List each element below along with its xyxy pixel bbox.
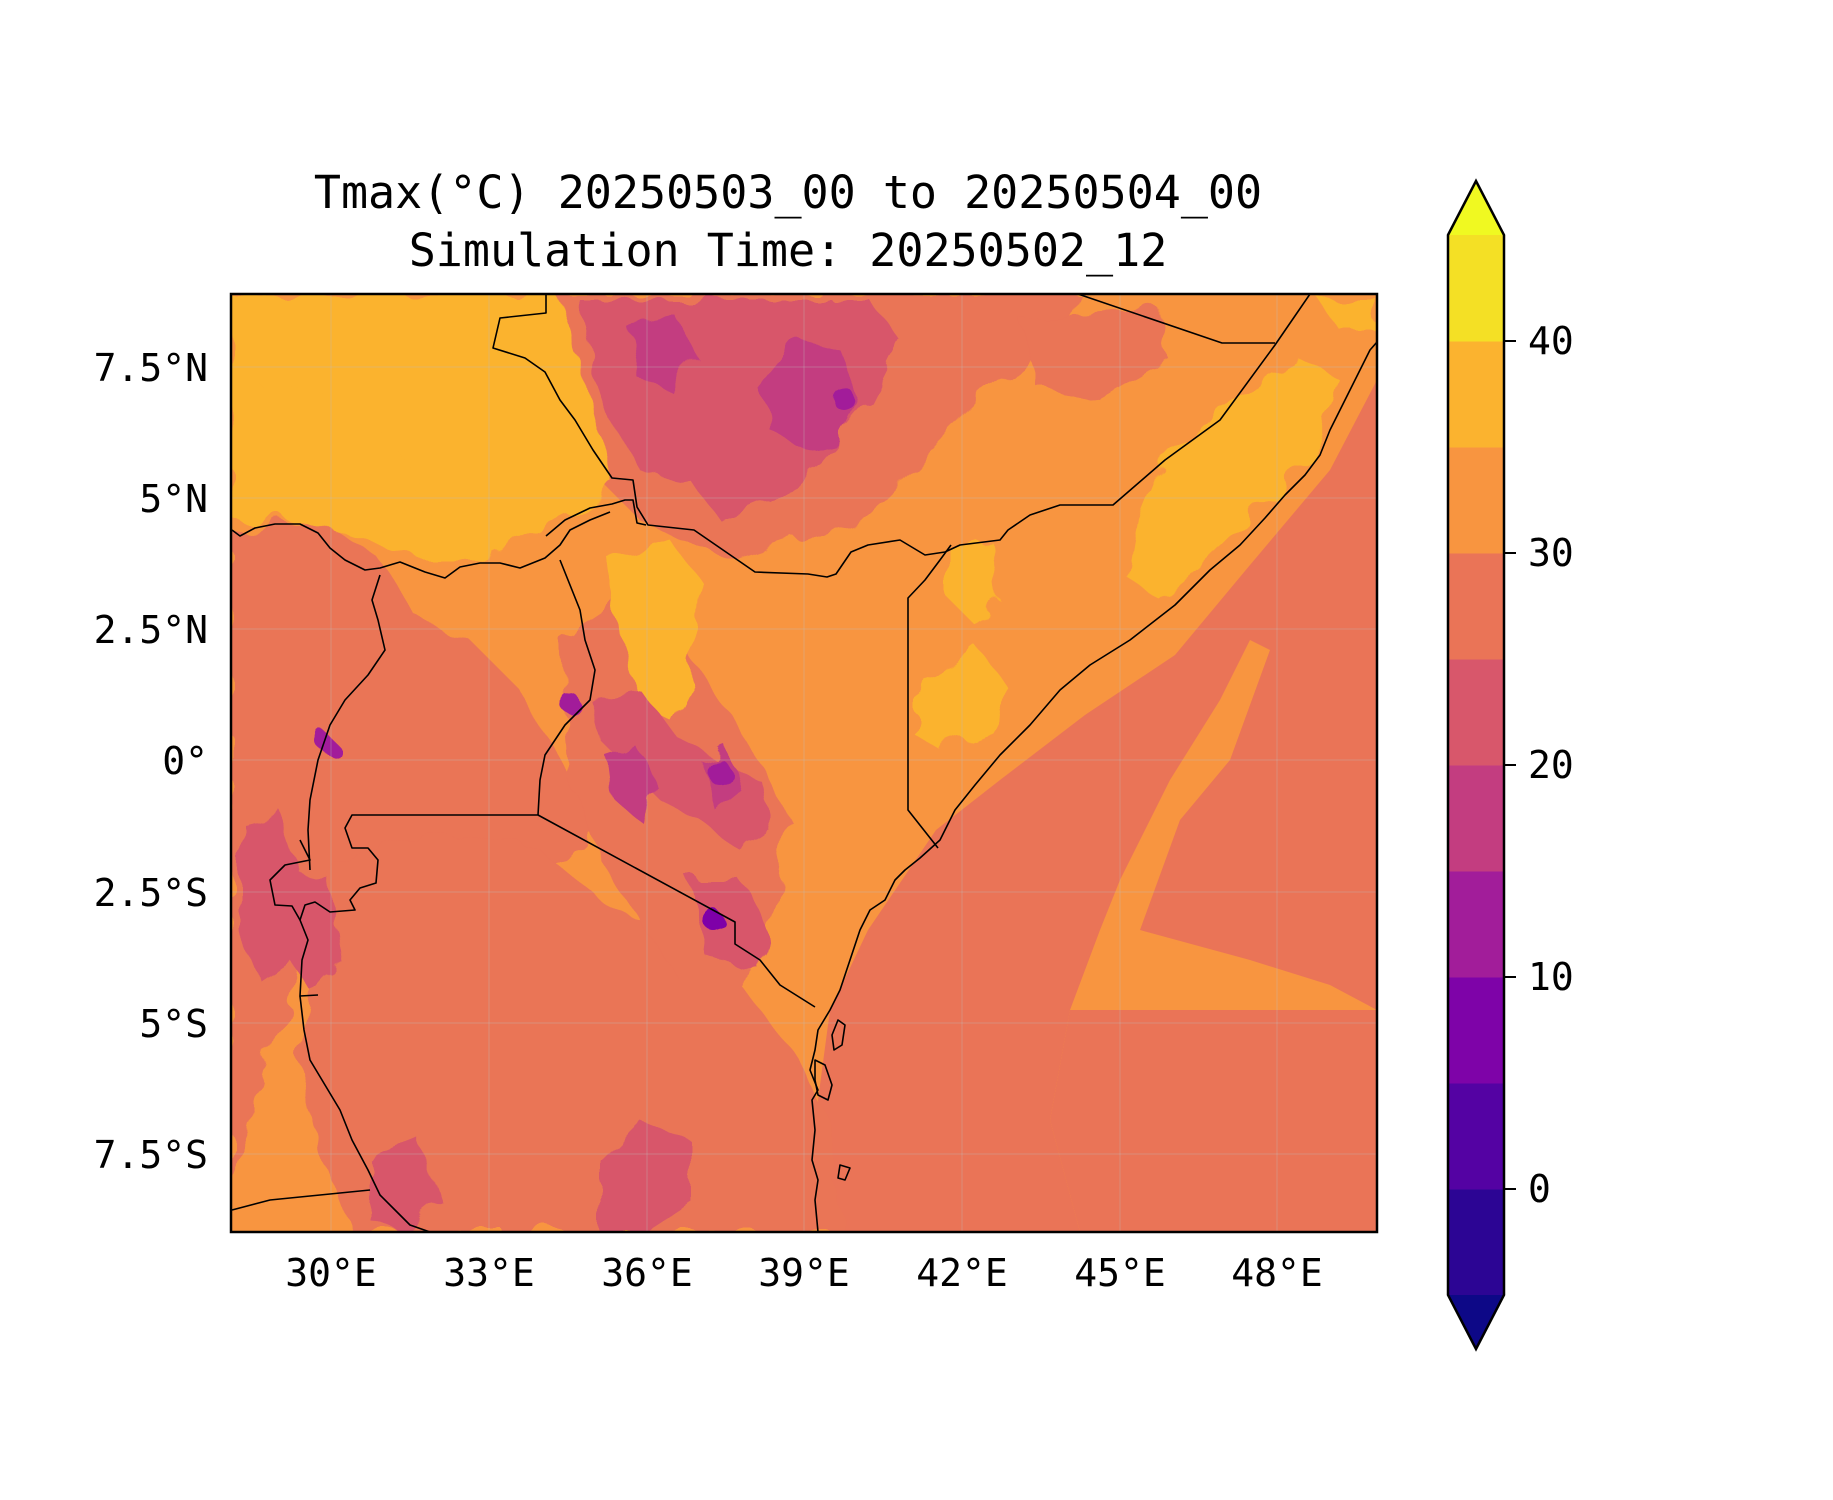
colorbar-band: [1448, 553, 1504, 660]
lat-tick-label: 2.5°S: [94, 871, 208, 915]
colorbar-band: [1448, 977, 1504, 1084]
zanzibar-island: [831, 1019, 846, 1051]
lat-tick-label: 7.5°S: [94, 1133, 208, 1177]
lat-tick-label: 0°: [162, 739, 208, 783]
colorbar-tick-label: 10: [1528, 955, 1574, 999]
colorbar-band: [1448, 871, 1504, 978]
border-uganda-drc: [307, 574, 386, 871]
colorbar-tick-label: 0: [1528, 1167, 1551, 1211]
colorbar-band: [1448, 1189, 1504, 1296]
mt-elgon-coldspot: [560, 693, 580, 713]
colorbar-band: [1448, 235, 1504, 342]
colorbar-outline: [1446, 178, 1506, 1352]
south-sudan-warm-patch: [231, 380, 420, 530]
ethiopia-coldspot: [834, 389, 856, 411]
rift-west-cool: [240, 810, 300, 980]
map-panel: [231, 294, 1377, 1232]
lon-tick-label: 30°E: [285, 1251, 377, 1295]
lon-tick-label: 48°E: [1231, 1251, 1323, 1295]
colorbar-band: [1448, 765, 1504, 872]
border-uganda-kenya: [537, 559, 596, 816]
coastline-east-africa: [809, 341, 1377, 1232]
kilimanjaro-coldspot: [705, 912, 725, 932]
kenya-warm-patch: [950, 540, 1000, 620]
kenya-very-cool: [610, 750, 660, 820]
lon-tick-label: 45°E: [1074, 1251, 1166, 1295]
border-kenya-somalia: [907, 544, 952, 849]
lat-axis: 7.5°N 5°N 2.5°N 0° 2.5°S 5°S 7.5°S: [94, 346, 208, 1177]
lat-tick-label: 7.5°N: [94, 346, 208, 390]
border-kenya-tanzania: [299, 814, 816, 1008]
border-south-sudan-uganda-kenya: [231, 499, 647, 579]
colorbar-extend-min: [1448, 1295, 1504, 1349]
ocean-cooler-region-2: [1050, 1010, 1377, 1232]
colorbar-extend-max: [1448, 181, 1504, 235]
somalia-warm-patch-2: [915, 650, 1010, 750]
mafia-island: [837, 1164, 851, 1181]
kenya-highland-cool: [590, 690, 770, 850]
ocean-cooler-region: [818, 380, 1377, 1232]
colorbar-tick-label: 40: [1528, 319, 1574, 363]
colorbar: 0 10 20 30 40: [1446, 178, 1574, 1352]
gridlines: [231, 294, 1377, 1232]
rwenzori-coldspot: [319, 737, 335, 753]
colorbar-band: [1448, 659, 1504, 766]
north-east-cooler-patch: [1020, 310, 1170, 400]
border-lake-tanganyika: [231, 995, 431, 1232]
colorbar-band: [1448, 447, 1504, 554]
lon-axis: 30°E 33°E 36°E 39°E 42°E 45°E 48°E: [285, 1251, 1323, 1295]
mt-kenya-coldspot: [704, 757, 728, 781]
tanzania-cooler-region: [300, 830, 840, 1232]
pemba-island: [814, 1059, 833, 1101]
lat-tick-label: 5°N: [139, 477, 208, 521]
lon-tick-label: 42°E: [916, 1251, 1008, 1295]
lon-tick-label: 39°E: [758, 1251, 850, 1295]
border-south-sudan-ethiopia: [492, 294, 1311, 578]
colorbar-band: [1448, 1083, 1504, 1190]
north-somalia-warm-strip: [1320, 300, 1377, 330]
south-west-cool: [370, 1140, 440, 1232]
tanzania-highland-cool: [600, 1120, 690, 1232]
colorbar-tick-label: 20: [1528, 743, 1574, 787]
colorbar-tick-label: 30: [1528, 531, 1574, 575]
map-frame: [229, 292, 1379, 1234]
lat-tick-label: 5°S: [139, 1002, 208, 1046]
ethiopia-very-cool: [760, 340, 860, 450]
border-ethiopia-somalia-north: [1077, 294, 1275, 344]
lon-tick-label: 33°E: [443, 1251, 535, 1295]
somalia-warm-region: [1130, 360, 1340, 600]
map-title-line2: Simulation Time: 20250502_12: [409, 224, 1168, 277]
lat-tick-label: 2.5°N: [94, 608, 208, 652]
ethiopia-very-cool-2: [630, 320, 700, 390]
border-rwanda-burundi: [269, 839, 311, 921]
lon-tick-label: 36°E: [601, 1251, 693, 1295]
colorbar-band: [1448, 341, 1504, 448]
kenya-north-warm-strip: [610, 540, 700, 720]
map-title-line1: Tmax(°C) 20250503_00 to 20250504_00: [314, 166, 1262, 219]
kilimanjaro-cool: [690, 880, 770, 970]
